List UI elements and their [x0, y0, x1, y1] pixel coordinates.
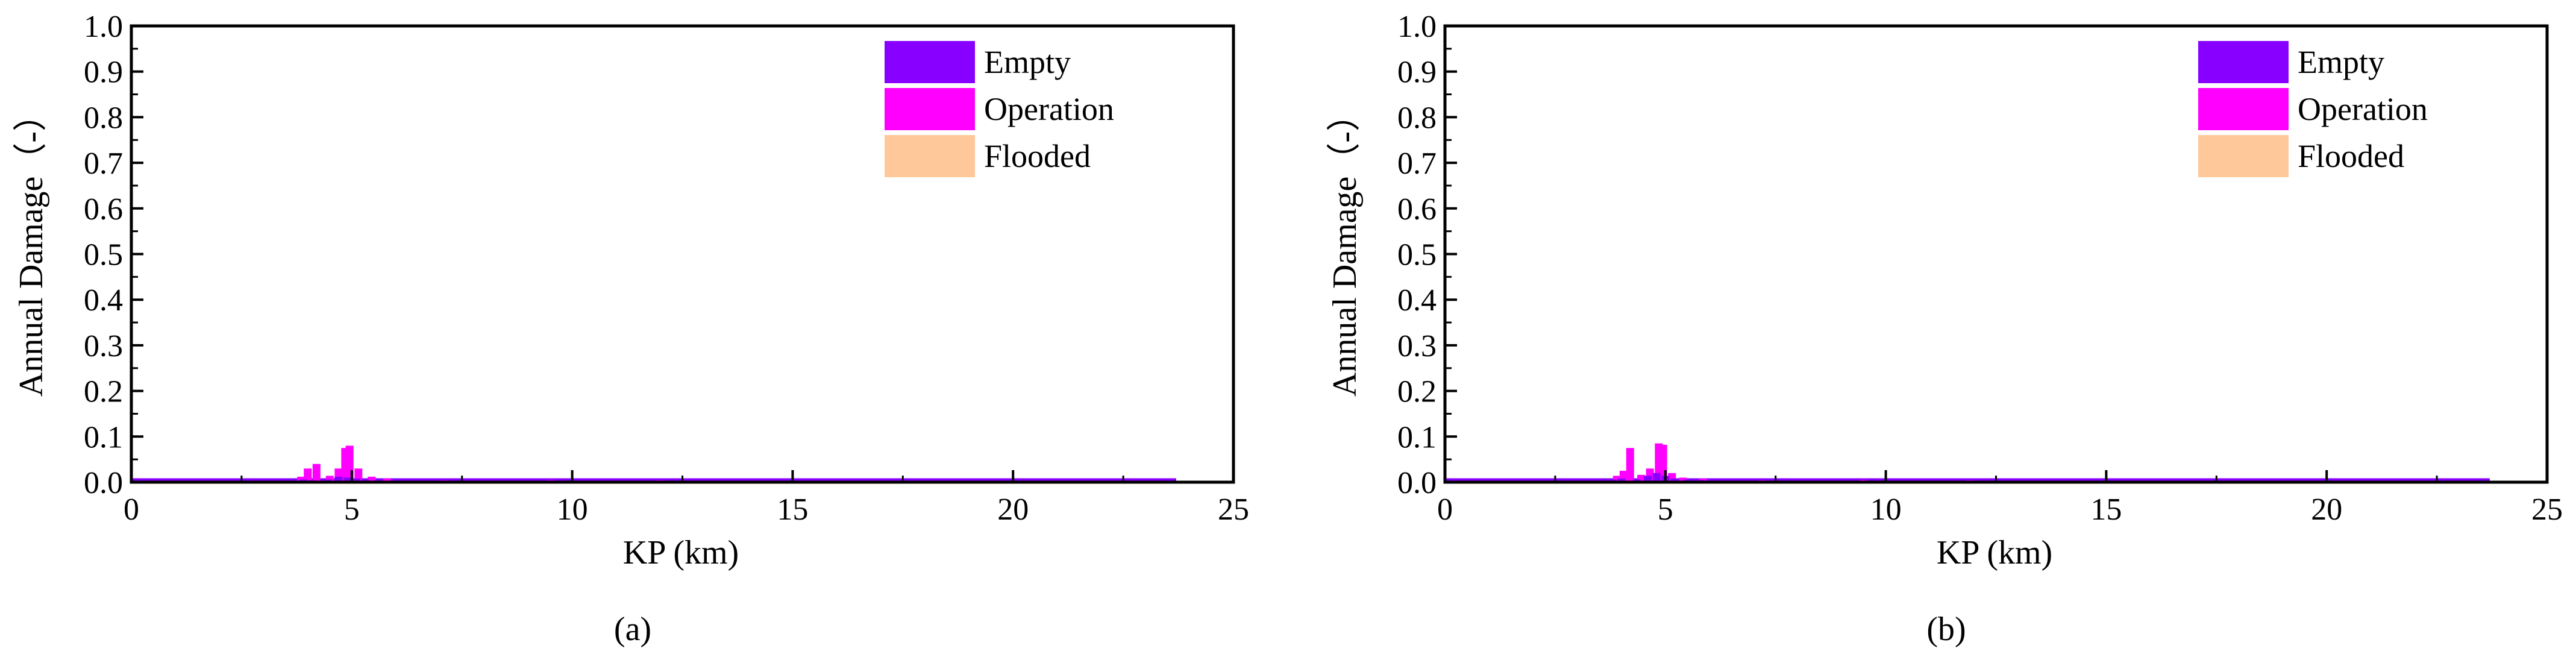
y-tick-label: 0.3 [1397, 329, 1437, 363]
bar-empty [1617, 478, 1626, 482]
y-tick-label: 0.0 [1397, 466, 1437, 500]
y-axis-label: Annual Damage（-） [13, 98, 50, 397]
y-tick-label: 0.2 [84, 375, 123, 409]
legend-swatch-operation [2198, 88, 2289, 130]
bar-operation [1626, 448, 1634, 482]
y-tick-label: 0.2 [1397, 375, 1437, 409]
bar-empty [1652, 473, 1661, 482]
bar-operation [368, 476, 376, 482]
y-tick-label: 0.7 [1397, 146, 1437, 181]
legend-label-empty: Empty [2298, 44, 2384, 80]
bar-empty [343, 477, 351, 482]
x-tick-labels: 0 5 10 15 20 25 [1437, 492, 2563, 527]
legend-label-flooded: Flooded [984, 138, 1091, 174]
legend: Empty Operation Flooded [885, 41, 1114, 177]
axis-ticks [1444, 25, 2548, 483]
legend-label-flooded: Flooded [2298, 138, 2404, 174]
bar-marks [1445, 443, 2490, 483]
bar-empty [352, 478, 360, 482]
legend-swatch-operation [885, 88, 975, 130]
legend-label-operation: Operation [2298, 91, 2428, 127]
y-tick-label: 1.0 [84, 10, 123, 44]
panel-label-a: (a) [614, 611, 651, 648]
bar-operation [1679, 477, 1687, 482]
x-tick-label: 5 [344, 492, 360, 527]
bar-operation [325, 476, 334, 482]
y-tick-label: 0.1 [1397, 420, 1437, 454]
legend: Empty Operation Flooded [2198, 41, 2428, 177]
y-tick-label: 0.7 [84, 146, 123, 181]
legend-swatch-flooded [2198, 135, 2289, 177]
y-tick-labels: 0.0 0.1 0.2 0.3 0.4 0.5 0.6 0.7 0.8 0.9 1.0 [1397, 10, 1437, 500]
y-tick-labels: 0.0 0.1 0.2 0.3 0.4 0.5 0.6 0.7 0.8 0.9 1.0 [84, 10, 123, 500]
x-tick-label: 25 [2531, 492, 2563, 527]
bar-empty [1644, 476, 1652, 482]
y-tick-label: 1.0 [1397, 10, 1437, 44]
bar-operation [383, 478, 391, 482]
bar-empty [1670, 478, 1678, 482]
x-tick-label: 10 [1870, 492, 1902, 527]
x-tick-labels: 0 5 10 15 20 25 [124, 492, 1249, 527]
y-tick-label: 0.5 [1397, 238, 1437, 272]
y-tick-label: 0.8 [84, 101, 123, 135]
x-tick-label: 0 [124, 492, 139, 527]
panel-label-b: (b) [1926, 611, 1966, 648]
y-tick-label: 0.5 [84, 238, 123, 272]
y-tick-label: 0.0 [84, 466, 123, 500]
y-tick-label: 0.6 [84, 192, 123, 227]
legend-label-empty: Empty [984, 44, 1071, 80]
x-tick-label: 20 [2311, 492, 2342, 527]
bar-operation [1612, 476, 1621, 482]
legend-swatch-flooded [885, 135, 975, 177]
y-tick-label: 0.9 [1397, 55, 1437, 90]
bar-operation [312, 464, 321, 482]
chart-panel-b: Annual Damage（-） 0.00.10.20.30.40.50.60.… [1326, 10, 2563, 648]
y-tick-label: 0.6 [1397, 192, 1437, 227]
y-tick-label: 0.3 [84, 329, 123, 363]
y-tick-label: 0.4 [84, 283, 123, 318]
chart-panel-a: Annual Damage（-） 0.00.10.20.30.40.50.60.… [13, 10, 1249, 648]
x-axis-label: KP (km) [623, 534, 739, 571]
x-tick-label: 5 [1658, 492, 1673, 527]
bar-operation [304, 468, 312, 482]
x-tick-label: 25 [1218, 492, 1249, 527]
bar-empty [334, 476, 343, 482]
y-axis-label: Annual Damage（-） [1326, 98, 1364, 397]
legend-swatch-empty [885, 41, 975, 83]
x-tick-label: 20 [997, 492, 1029, 527]
y-tick-label: 0.4 [1397, 283, 1437, 318]
y-tick-label: 0.9 [84, 55, 123, 90]
x-tick-label: 10 [557, 492, 588, 527]
bar-marks [131, 445, 1176, 483]
x-tick-label: 0 [1437, 492, 1453, 527]
x-tick-label: 15 [777, 492, 808, 527]
y-tick-label: 0.1 [84, 420, 123, 454]
legend-label-operation: Operation [984, 91, 1114, 127]
x-tick-label: 15 [2090, 492, 2122, 527]
axis-ticks [130, 25, 1235, 483]
legend-swatch-empty [2198, 41, 2289, 83]
x-axis-label: KP (km) [1937, 534, 2052, 571]
y-tick-label: 0.8 [1397, 101, 1437, 135]
